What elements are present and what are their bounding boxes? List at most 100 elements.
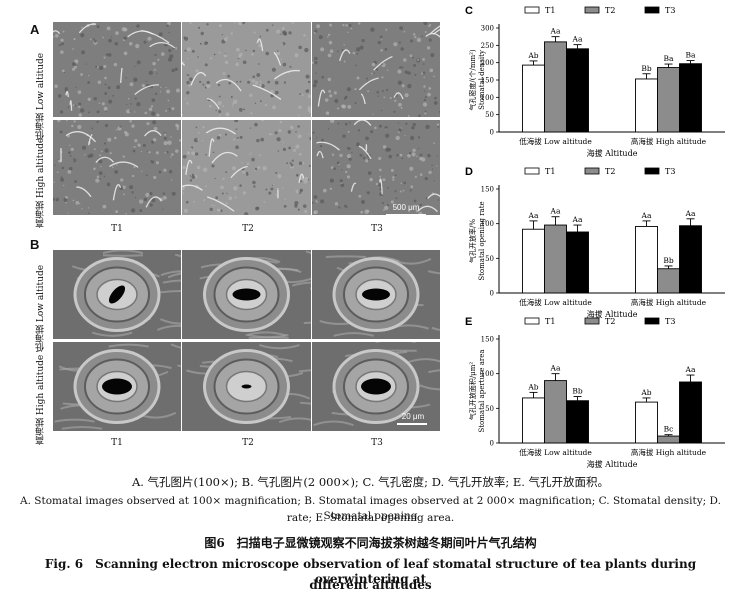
sem-2000x-r1-c2 <box>182 250 311 339</box>
chart-e-ylabel-en: Stomatal aperture area <box>478 349 486 432</box>
chart-c-letter-t1-g2: Bb <box>641 64 652 73</box>
chart-e-bar-t1-g1 <box>522 397 545 444</box>
chart-c-legend-swatch-t1 <box>524 6 540 14</box>
sem-2000x-r2-c2 <box>182 342 311 431</box>
chart-d-bar-t2-g2 <box>657 268 680 294</box>
chart-d-ylabel-en: Stomatal opening rate <box>478 201 486 280</box>
chart-d-legend-t3: T3 <box>665 167 675 176</box>
chart-c-ytick-label-200: 200 <box>481 59 494 67</box>
scalebar-a-label: 500 μm <box>392 203 420 212</box>
panel-a-col-t3: T3 <box>371 224 383 234</box>
chart-e-legend-t3: T3 <box>665 317 675 326</box>
chart-e-ylabel-cn: 气孔开放面积/μm² <box>468 362 477 421</box>
chart-c-letter-t3-g2: Ba <box>686 51 697 60</box>
chart-d-bar-t2-g1 <box>544 224 567 294</box>
chart-d-legend-swatch-t3 <box>644 167 660 175</box>
chart-c-letter-t1-g1: Ab <box>527 51 538 60</box>
sem-100x-r2-c3 <box>312 120 440 215</box>
caption-en-title-2: different altitudes <box>309 578 432 592</box>
chart-e-letter-t2-g2: Bc <box>664 425 674 434</box>
chart-d-xlabel: 海拔 Altitude <box>587 309 638 318</box>
panel-a-label: A <box>30 22 40 37</box>
chart-e-bar-t1-g2 <box>635 401 658 444</box>
sem-100x-r1-c1 <box>53 22 181 117</box>
chart-c-ytick-label-300: 300 <box>481 25 494 33</box>
chart-e: E T1 T2 T3 0 50 100 150 气孔开放面积/μm² Stomatal apert… <box>455 313 741 468</box>
panel-b-col-t2: T2 <box>242 438 254 448</box>
chart-d-bar-t1-g1 <box>522 228 545 294</box>
chart-e-bar-t3-g1 <box>566 400 589 444</box>
panel-a-row-low-label: 低海拔 Low altitude <box>36 52 46 140</box>
caption-en-sub-1: A. Stomatal images observed at 100× magn… <box>20 495 721 522</box>
chart-e-panel-letter: E <box>465 316 472 328</box>
chart-d-ytick-label-150: 150 <box>481 186 494 194</box>
caption-en-sub-2: rate; E. Stomatal opening area. <box>286 512 455 524</box>
chart-d-category-1: 低海拔 Low altitude <box>519 297 592 307</box>
chart-e-svg: E T1 T2 T3 0 50 100 150 气孔开放面积/μm² Stomatal apert… <box>465 316 725 468</box>
sem-100x-r1-c2 <box>182 22 311 117</box>
chart-d-category-2: 高海拔 High altitude <box>631 297 707 307</box>
chart-d-letter-t3-g1: Aa <box>572 215 583 224</box>
chart-d-ytick-label-100: 100 <box>481 220 494 228</box>
chart-c-ytick-label-0: 0 <box>490 129 494 137</box>
chart-e-ytick-label-150: 150 <box>481 336 494 344</box>
chart-e-ytick-label-0: 0 <box>490 440 494 448</box>
sem-2000x-r2-c3 <box>312 342 440 431</box>
chart-c-letter-t2-g2: Ba <box>664 54 675 63</box>
chart-e-legend-swatch-t1 <box>524 317 540 325</box>
chart-d-letter-t2-g1: Aa <box>550 207 561 216</box>
panel-b-row-high-label: 高海拔 High altitude <box>36 354 46 445</box>
chart-d-svg: D T1 T2 T3 0 50 100 150 气孔开放率/% Stomatal opening … <box>465 166 725 318</box>
chart-e-letter-t3-g1: Bb <box>572 387 583 396</box>
chart-e-category-2: 高海拔 High altitude <box>631 447 707 457</box>
chart-c-bar-t1-g2 <box>635 78 658 133</box>
chart-c-bar-t1-g1 <box>522 64 545 133</box>
chart-c-letter-t3-g1: Aa <box>572 35 583 44</box>
chart-e-letter-t1-g1: Ab <box>527 382 538 391</box>
panel-b-col-t3: T3 <box>371 438 383 448</box>
panel-a-col-t2: T2 <box>242 224 254 234</box>
chart-c-bar-t3-g1 <box>566 48 589 133</box>
chart-c-ytick-label-50: 50 <box>485 111 494 119</box>
chart-d-legend-swatch-t2 <box>584 167 600 175</box>
chart-e-bar-t2-g2 <box>657 435 680 444</box>
chart-d-letter-t1-g1: Aa <box>528 211 539 220</box>
chart-d-panel-letter: D <box>465 166 473 178</box>
chart-c-letter-t2-g1: Aa <box>550 27 561 36</box>
chart-d-bar-t3-g2 <box>679 225 702 294</box>
chart-c-panel-letter: C <box>465 5 473 17</box>
chart-d: D T1 T2 T3 0 50 100 150 气孔开放率/% Stomatal opening … <box>455 163 741 318</box>
chart-d-legend-t1: T1 <box>545 167 555 176</box>
chart-e-letter-t3-g2: Aa <box>685 365 696 374</box>
chart-d-legend-swatch-t1 <box>524 167 540 175</box>
chart-d-bar-t1-g2 <box>635 225 658 294</box>
sem-2000x-r1-c3 <box>312 250 440 339</box>
panel-b-label: B <box>30 237 40 252</box>
chart-c-bar-t2-g2 <box>657 67 680 133</box>
caption-cn-title: 图6 扫描电子显微镜观察不同海拔茶树越冬期间叶片气孔结构 <box>204 536 537 550</box>
caption-cn-sub: A. 气孔图片(100×); B. 气孔图片(2 000×); C. 气孔密度;… <box>131 475 610 489</box>
chart-e-letter-t2-g1: Aa <box>550 364 561 373</box>
scalebar-a: 500 μm <box>384 203 428 217</box>
chart-d-ytick-label-50: 50 <box>485 255 494 263</box>
chart-c-legend-t3: T3 <box>665 6 675 15</box>
caption-en-title-1: Fig. 6 Scanning electron microscope obse… <box>44 557 697 586</box>
chart-c-ylabel-cn: 气孔密度/(个/mm²) <box>468 49 477 111</box>
chart-e-letter-t1-g2: Ab <box>640 388 651 397</box>
chart-c-svg: C T1 T2 T3 0 50 100 150 200 250 300 气孔密度/(个/mm²) Sto… <box>465 5 725 157</box>
sem-100x-r1-c3 <box>312 22 440 117</box>
panel-a-row-high-label: 高海拔 High altitude <box>36 137 46 228</box>
sem-100x-r2-c2 <box>182 120 311 215</box>
scalebar-b-label: 20 μm <box>401 412 425 421</box>
chart-d-ylabel-cn: 气孔开放率/% <box>468 219 477 263</box>
scalebar-b: 20 μm <box>395 412 431 426</box>
chart-c-bar-t2-g1 <box>544 41 567 133</box>
chart-e-legend-t1: T1 <box>545 317 555 326</box>
chart-d-letter-t1-g2: Aa <box>641 211 652 220</box>
chart-c-ylabel-en: Stomatal density <box>478 50 486 110</box>
chart-c-legend-swatch-t2 <box>584 6 600 14</box>
chart-e-bar-t2-g1 <box>544 380 567 444</box>
sem-100x-r2-c1 <box>53 120 181 215</box>
chart-e-ytick-label-50: 50 <box>485 405 494 413</box>
chart-e-ytick-label-100: 100 <box>481 370 494 378</box>
